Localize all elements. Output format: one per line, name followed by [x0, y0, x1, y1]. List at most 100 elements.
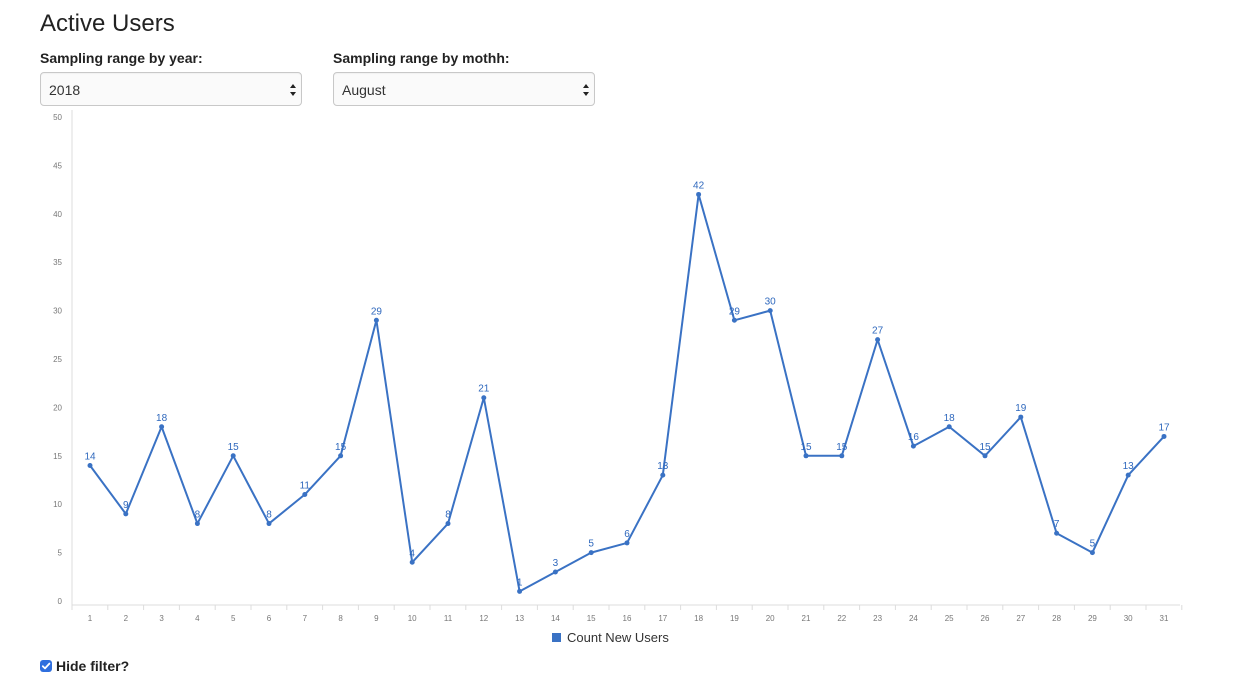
x-tick-label: 1 [88, 614, 93, 623]
data-label: 15 [979, 442, 991, 453]
x-tick-label: 7 [303, 614, 308, 623]
data-point [517, 588, 523, 594]
x-tick-label: 3 [159, 614, 164, 623]
y-tick-label: 30 [53, 307, 62, 316]
data-point [1125, 472, 1131, 478]
x-tick-label: 2 [124, 614, 129, 623]
x-tick-label: 30 [1124, 614, 1133, 623]
year-filter: Sampling range by year: 2018 [40, 48, 302, 106]
data-label: 8 [445, 510, 451, 521]
data-point [624, 540, 630, 546]
data-label: 11 [300, 481, 311, 492]
data-label: 15 [836, 442, 848, 453]
data-point [1054, 530, 1060, 536]
data-point [409, 559, 415, 565]
x-tick-label: 12 [479, 614, 488, 623]
month-select[interactable]: August [333, 72, 595, 106]
x-tick-label: 27 [1016, 614, 1025, 623]
data-point [481, 395, 487, 401]
x-tick-label: 8 [338, 614, 343, 623]
data-label: 13 [1123, 461, 1135, 472]
data-label: 8 [266, 510, 272, 521]
data-point [1089, 550, 1095, 556]
data-label: 15 [335, 442, 347, 453]
x-tick-label: 20 [766, 614, 775, 623]
data-label: 7 [1054, 519, 1060, 530]
data-label: 5 [588, 539, 594, 550]
x-tick-label: 15 [587, 614, 596, 623]
y-tick-label: 20 [53, 403, 62, 412]
data-label: 13 [657, 461, 669, 472]
data-label: 29 [371, 306, 383, 317]
data-label: 6 [624, 529, 630, 540]
year-select[interactable]: 2018 [40, 72, 302, 106]
data-point [982, 453, 988, 459]
data-label: 8 [195, 510, 201, 521]
data-point [338, 453, 344, 459]
data-label: 5 [1090, 539, 1096, 550]
data-point [1018, 414, 1024, 420]
y-tick-label: 25 [53, 355, 62, 364]
data-label: 42 [693, 180, 705, 191]
data-label: 15 [228, 442, 240, 453]
x-tick-label: 18 [694, 614, 703, 623]
data-label: 29 [729, 306, 741, 317]
x-tick-label: 31 [1160, 614, 1169, 623]
y-tick-label: 0 [58, 597, 63, 606]
data-label: 1 [517, 577, 523, 588]
x-tick-label: 28 [1052, 614, 1061, 623]
data-point [803, 453, 809, 459]
data-label: 14 [84, 451, 96, 462]
x-tick-label: 29 [1088, 614, 1097, 623]
year-filter-label: Sampling range by year: [40, 50, 203, 66]
data-point [767, 308, 773, 314]
up-down-arrows-icon [290, 84, 296, 96]
data-label: 19 [1015, 403, 1027, 414]
data-point [660, 472, 666, 478]
y-tick-label: 10 [53, 500, 62, 509]
x-tick-label: 4 [195, 614, 200, 623]
x-tick-label: 22 [837, 614, 846, 623]
checkmark-icon [41, 662, 51, 670]
x-tick-label: 24 [909, 614, 918, 623]
data-point [696, 191, 702, 197]
x-tick-label: 21 [802, 614, 811, 623]
data-point [230, 453, 236, 459]
hide-filter-toggle[interactable]: Hide filter? [40, 656, 129, 676]
data-point [552, 569, 558, 575]
data-point [875, 337, 881, 343]
x-tick-label: 17 [658, 614, 667, 623]
data-point [302, 492, 308, 498]
x-tick-label: 11 [444, 614, 453, 623]
x-tick-label: 26 [981, 614, 990, 623]
data-label: 15 [800, 442, 812, 453]
data-label: 9 [123, 500, 129, 511]
y-tick-label: 15 [53, 452, 62, 461]
y-tick-label: 40 [53, 210, 62, 219]
data-point [1161, 433, 1167, 439]
x-tick-label: 6 [267, 614, 272, 623]
x-tick-label: 14 [551, 614, 560, 623]
data-point [266, 521, 272, 527]
month-filter: Sampling range by mothh: August [333, 48, 595, 106]
data-label: 21 [478, 384, 490, 395]
data-point [123, 511, 129, 517]
hide-filter-checkbox[interactable] [40, 660, 52, 672]
data-point [910, 443, 916, 449]
data-label: 4 [409, 548, 415, 559]
data-point [194, 521, 200, 527]
data-point [839, 453, 845, 459]
x-tick-label: 9 [374, 614, 379, 623]
data-point [588, 550, 594, 556]
page-title: Active Users [40, 10, 175, 37]
data-label: 16 [908, 432, 920, 443]
y-tick-label: 50 [53, 113, 62, 122]
square-marker-icon [552, 633, 561, 642]
y-tick-label: 35 [53, 258, 62, 267]
data-point [731, 317, 737, 323]
x-tick-label: 23 [873, 614, 882, 623]
x-tick-label: 16 [623, 614, 632, 623]
data-point [373, 317, 379, 323]
data-point [946, 424, 952, 430]
